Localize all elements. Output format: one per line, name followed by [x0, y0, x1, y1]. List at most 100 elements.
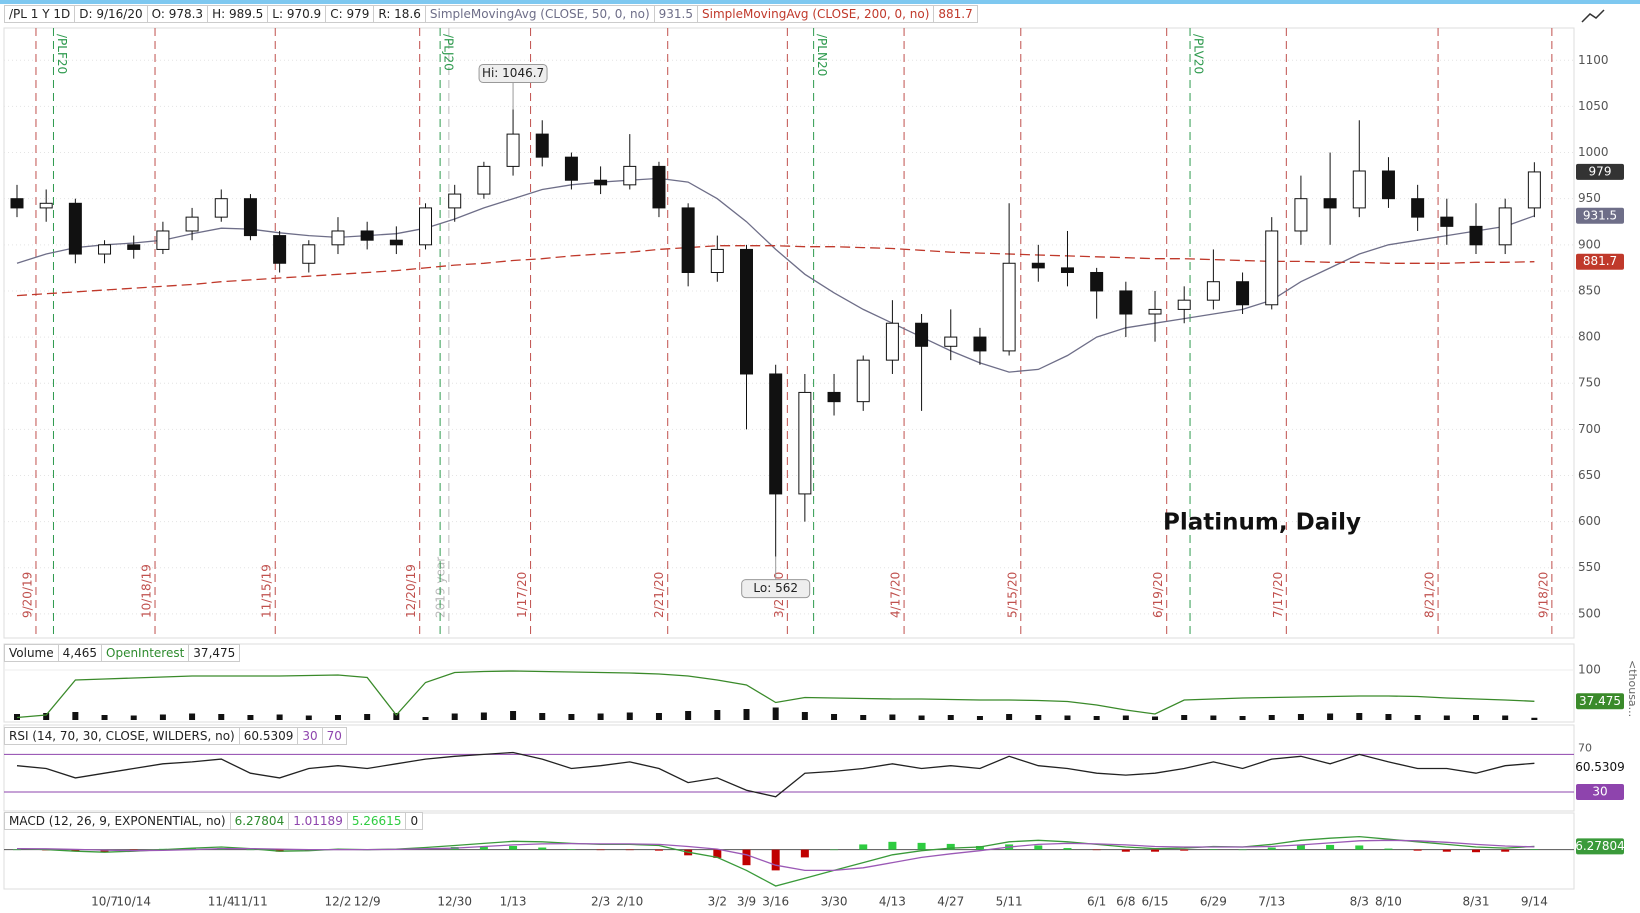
annotation: Hi: 1046.7: [482, 66, 544, 80]
candle-body: [214, 198, 228, 218]
x-tick-label: 4/13: [879, 895, 906, 909]
x-tick-label: 1/13: [500, 895, 527, 909]
volume-bar: [1064, 715, 1071, 720]
histogram-bar: [1267, 847, 1276, 850]
expiry-label: 7/17/20: [1271, 572, 1285, 618]
histogram-bar: [538, 847, 547, 850]
x-tick-label: 3/16: [762, 895, 789, 909]
contract-label: /PLJ20: [442, 34, 456, 71]
candle-body: [1177, 299, 1191, 310]
histogram-bar: [1472, 849, 1480, 853]
candle-body: [827, 391, 841, 403]
y-tick-label: 1100: [1578, 53, 1609, 67]
volume-bar: [364, 714, 371, 720]
moving-average: [16, 177, 1535, 373]
value-badge: [1576, 253, 1624, 270]
candle-body: [535, 133, 549, 158]
histogram-bar: [1355, 845, 1364, 850]
volume-bar: [1181, 715, 1188, 720]
header-item: SimpleMovingAvg (CLOSE, 50, 0, no): [424, 5, 655, 23]
volume-bar: [305, 715, 312, 720]
y-tick-label: 500: [1578, 606, 1601, 620]
draw-icon[interactable]: [1581, 9, 1605, 23]
histogram-bar: [800, 849, 809, 858]
candle-body: [68, 202, 82, 255]
x-tick-label: 6/29: [1200, 895, 1227, 909]
x-tick-label: 10/7: [91, 895, 118, 909]
open-interest-line: [16, 670, 1535, 719]
x-tick-label: 4/27: [937, 895, 964, 909]
value-badge: [1576, 784, 1624, 801]
volume-bar: [1152, 716, 1159, 720]
x-tick-label: 11/4: [208, 895, 235, 909]
histogram-bar: [713, 849, 722, 858]
histogram-bar: [188, 848, 197, 850]
volume-bar: [43, 713, 50, 720]
candle-body: [973, 336, 987, 352]
x-tick-label: 7/13: [1258, 895, 1285, 909]
volume-bar: [918, 715, 925, 720]
value-badge: [1576, 693, 1624, 710]
histogram-bar: [246, 849, 255, 851]
histogram-bar: [1413, 849, 1422, 851]
histogram-bar: [1326, 844, 1335, 850]
value-badge: [1576, 207, 1624, 224]
header-item: 6.27804: [229, 812, 290, 830]
volume-bar: [130, 715, 137, 720]
candle-body: [477, 165, 491, 195]
candle-body: [506, 133, 520, 167]
candle-body: [273, 235, 287, 264]
histogram-bar: [1501, 849, 1510, 852]
annotation-box: [741, 579, 811, 599]
value-badge-label: 60.5309: [1575, 760, 1625, 774]
contract-label: /PLV20: [1192, 34, 1206, 74]
header-item: 0: [405, 812, 424, 830]
candle-body: [1265, 230, 1279, 306]
panel-header: MACD (12, 26, 9, EXPONENTIAL, no) 6.27804…: [4, 812, 424, 830]
panel-header: Volume 4,465 OpenInterest 37,475: [4, 644, 241, 662]
histogram-bar: [946, 843, 955, 850]
header-item: R: 18.6: [373, 5, 426, 23]
header-item: RSI (14, 70, 30, CLOSE, WILDERS, no): [4, 727, 240, 745]
panel-frame: [3, 724, 1575, 812]
volume-bar: [1327, 713, 1334, 720]
volume-bar: [334, 715, 341, 720]
x-tick-label: 3/30: [821, 895, 848, 909]
candle-body: [1440, 216, 1454, 227]
header-item: D: 9/16/20: [74, 5, 148, 23]
volume-bar: [218, 714, 225, 720]
x-tick-label: 8/10: [1375, 895, 1402, 909]
volume-bar: [510, 711, 517, 720]
histogram-bar: [975, 845, 984, 850]
panel-header: RSI (14, 70, 30, CLOSE, WILDERS, no) 60.5…: [4, 727, 347, 745]
x-tick-label: 6/1: [1087, 895, 1106, 909]
candle-body: [98, 244, 112, 255]
candle-body: [389, 239, 403, 246]
expiry-label: 2/21/20: [652, 572, 666, 618]
volume-bar: [247, 715, 254, 720]
candle-body: [1031, 262, 1045, 269]
histogram-bar: [129, 849, 138, 851]
candle-body: [1469, 225, 1483, 246]
value-badge: [1576, 163, 1624, 180]
volume-bar: [1210, 715, 1217, 720]
volume-bar: [831, 714, 838, 720]
histogram-bar: [1442, 849, 1451, 852]
candle-body: [769, 373, 783, 495]
x-tick-label: 6/15: [1142, 895, 1169, 909]
expiry-label: 1/17/20: [515, 572, 529, 618]
expiry-label: 4/17/20: [889, 572, 903, 618]
candle-body: [185, 216, 199, 232]
volume-bar: [685, 711, 692, 720]
volume-bar: [1035, 715, 1042, 720]
x-tick-label: 3/2: [708, 895, 727, 909]
x-tick-label: 12/2: [325, 895, 352, 909]
value-badge: [1576, 759, 1624, 776]
histogram-bar: [1384, 848, 1393, 850]
volume-bar: [1502, 715, 1509, 720]
histogram-bar: [1034, 845, 1043, 850]
header-item: OpenInterest: [101, 644, 190, 662]
histogram-bar: [888, 841, 897, 850]
volume-bar: [889, 714, 896, 720]
